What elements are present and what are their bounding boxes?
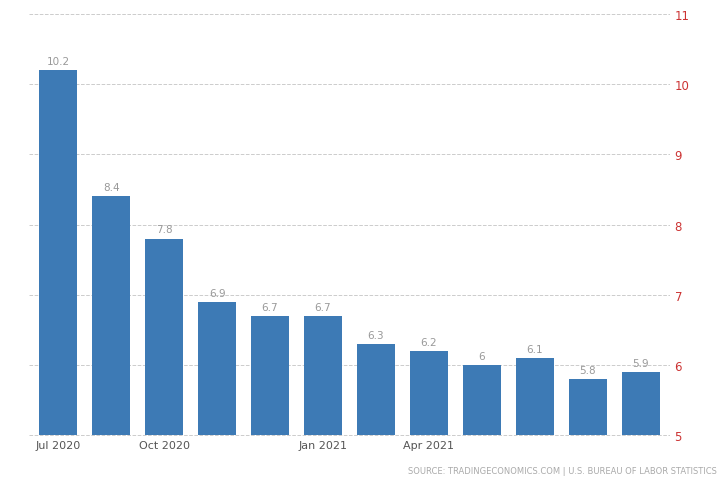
Text: 6.1: 6.1 bbox=[526, 344, 543, 354]
Text: 5.9: 5.9 bbox=[633, 358, 649, 368]
Text: 6.7: 6.7 bbox=[314, 302, 331, 312]
Text: 6: 6 bbox=[478, 351, 485, 361]
Bar bbox=[569, 379, 606, 436]
Bar bbox=[145, 239, 183, 436]
Bar bbox=[92, 197, 130, 436]
Bar bbox=[463, 365, 501, 436]
Bar bbox=[622, 372, 660, 436]
Bar bbox=[251, 316, 289, 436]
Text: 6.9: 6.9 bbox=[209, 288, 226, 298]
Bar bbox=[410, 351, 448, 436]
Bar bbox=[304, 316, 342, 436]
Text: 7.8: 7.8 bbox=[156, 225, 173, 235]
Text: 6.2: 6.2 bbox=[421, 337, 438, 347]
Text: 6.7: 6.7 bbox=[261, 302, 278, 312]
Bar bbox=[198, 302, 236, 436]
Text: 6.3: 6.3 bbox=[368, 330, 384, 340]
Bar bbox=[515, 358, 554, 436]
Text: SOURCE: TRADINGECONOMICS.COM | U.S. BUREAU OF LABOR STATISTICS: SOURCE: TRADINGECONOMICS.COM | U.S. BURE… bbox=[408, 466, 717, 475]
Bar bbox=[357, 345, 395, 436]
Text: 10.2: 10.2 bbox=[47, 57, 70, 66]
Text: 5.8: 5.8 bbox=[579, 365, 596, 375]
Bar bbox=[39, 71, 77, 436]
Text: 8.4: 8.4 bbox=[103, 183, 119, 193]
